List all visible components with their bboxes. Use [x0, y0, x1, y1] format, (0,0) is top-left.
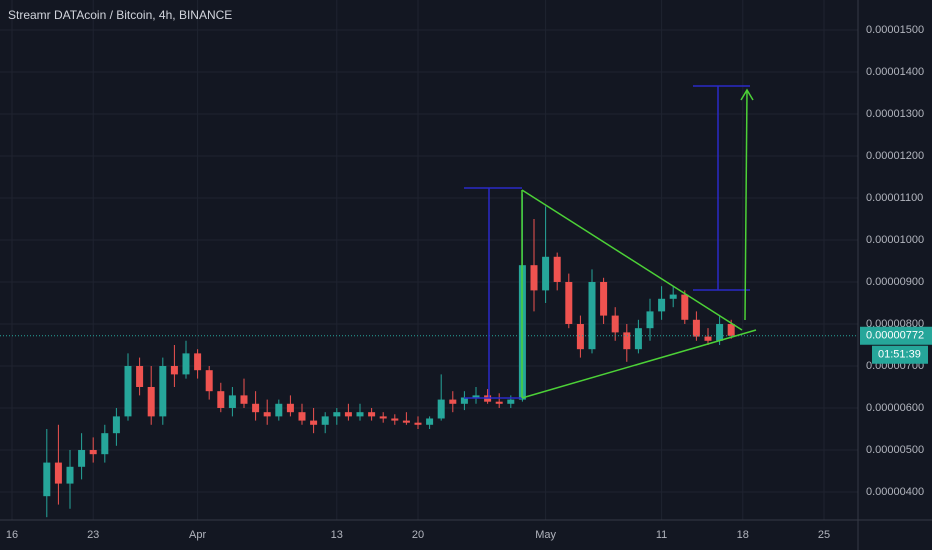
candle-body: [704, 336, 712, 341]
candle-body: [553, 256, 561, 282]
candle-body: [507, 399, 515, 404]
candle-body: [182, 353, 190, 375]
candle-body: [681, 294, 689, 320]
candle-body: [495, 401, 503, 404]
candle-body: [414, 422, 422, 425]
candle-body: [310, 420, 318, 425]
countdown-box: [872, 345, 928, 364]
candle-body: [530, 265, 538, 291]
candle-body: [542, 256, 550, 291]
candle-body: [356, 412, 364, 417]
y-tick-label: 0.00001200: [866, 150, 924, 162]
x-tick-label: Apr: [189, 529, 206, 541]
candle-body: [437, 399, 445, 419]
last-price-box: [860, 326, 932, 345]
candle-body: [147, 386, 155, 417]
x-tick-label: 13: [331, 529, 343, 541]
x-tick-label: 25: [818, 529, 830, 541]
y-tick-label: 0.00000900: [866, 276, 924, 288]
time-axis: [0, 520, 932, 550]
chart-title: Streamr DATAcoin / Bitcoin, 4h, BINANCE: [8, 8, 232, 22]
candle-body: [391, 418, 399, 421]
candle-body: [89, 449, 97, 455]
candle-body: [101, 433, 109, 455]
candle-body: [646, 311, 654, 329]
candle-body: [194, 353, 202, 371]
candle-body: [78, 449, 86, 467]
candle-body: [576, 323, 584, 350]
candle-body: [472, 395, 480, 398]
candle-body: [368, 412, 376, 417]
candle-body: [205, 370, 213, 392]
candle-body: [112, 416, 120, 434]
candle-body: [43, 462, 51, 497]
candle-body: [426, 418, 434, 425]
x-tick-label: May: [535, 529, 556, 541]
candle-body: [124, 365, 132, 417]
trend-line: [521, 329, 757, 399]
candle-body: [402, 420, 410, 423]
price-axis: [858, 0, 932, 550]
y-tick-label: 0.00001000: [866, 234, 924, 246]
drawings: [464, 85, 757, 399]
candle-body: [379, 416, 387, 419]
y-tick-label: 0.00001300: [866, 108, 924, 120]
last-price-label: 0.00000772: [866, 330, 924, 342]
candle-body: [460, 397, 468, 404]
candle-body: [321, 416, 329, 425]
candle-body: [298, 412, 306, 421]
candle-body: [333, 412, 341, 417]
candle-body: [634, 328, 642, 350]
y-tick-label: 0.00000600: [866, 402, 924, 414]
candle-body: [611, 315, 619, 333]
candle-body: [449, 399, 457, 404]
candle-body: [658, 298, 666, 312]
x-tick-label: 18: [737, 529, 749, 541]
y-tick-label: 0.00001100: [866, 192, 923, 204]
candle-body: [344, 412, 352, 417]
candle-body: [252, 403, 260, 413]
x-tick-label: 23: [87, 529, 99, 541]
candle-body: [692, 319, 700, 337]
candle-body: [136, 365, 144, 387]
target-arrow: [744, 89, 748, 321]
candle-body: [228, 395, 236, 408]
y-tick-label: 0.00001400: [866, 66, 924, 78]
candle-body: [54, 462, 62, 484]
x-tick-label: 16: [6, 529, 18, 541]
candle-body: [669, 294, 677, 299]
x-tick-label: 20: [412, 529, 424, 541]
candle-body: [170, 365, 178, 375]
candle-body: [623, 332, 631, 350]
candle-body: [159, 365, 167, 417]
candle-body: [565, 281, 573, 324]
countdown-label: 01:51:39: [878, 349, 921, 361]
x-tick-label: 11: [656, 529, 667, 541]
candle-body: [286, 403, 294, 413]
axis-labels: 0.000004000.000005000.000006000.00000700…: [6, 24, 932, 541]
y-tick-label: 0.00001500: [866, 24, 924, 36]
target-arrow-head: [740, 88, 754, 101]
candle-body: [217, 391, 225, 408]
candle-body: [275, 403, 283, 417]
candle-body: [716, 323, 724, 341]
candle-body: [727, 323, 735, 336]
candle-body: [263, 412, 271, 417]
candle-body: [66, 466, 74, 484]
candle-body: [600, 281, 608, 316]
candle-body: [240, 395, 248, 404]
y-tick-label: 0.00000500: [866, 444, 924, 456]
trend-line: [521, 189, 743, 331]
candle-body: [588, 281, 596, 350]
y-tick-label: 0.00000400: [866, 486, 924, 498]
